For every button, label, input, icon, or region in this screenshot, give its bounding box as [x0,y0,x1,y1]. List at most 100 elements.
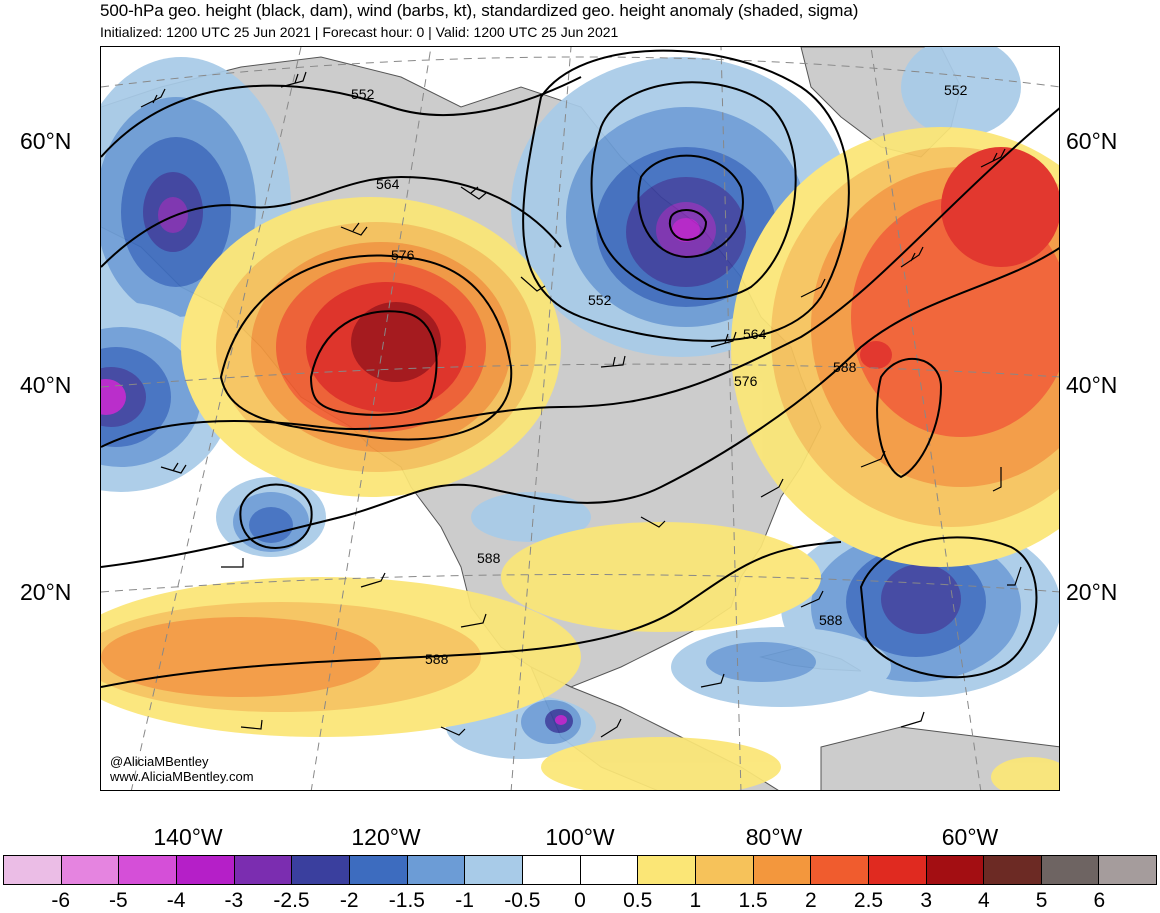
wind-barbs [140,71,1022,738]
contour-label-588-b: 588 [477,550,501,566]
wind-barb [140,88,166,108]
colorbar-label: -5 [109,889,128,912]
low-greenland-north [901,47,1021,137]
colorbar-label: -1.5 [388,889,425,912]
colorbar-box [580,856,639,884]
contour-528-hudson [668,209,708,241]
high-gulf-coast [501,522,821,632]
lat-label-left-40: 40°N [20,372,72,398]
colorbar-box [465,856,523,884]
colorbar-label: -3 [224,889,244,912]
graticule [101,47,1059,790]
lon-line-100 [510,47,572,790]
contour-564-pacific-ring [239,483,313,549]
wind-barb [160,462,187,474]
high-subtropical-pacific [101,577,581,737]
wind-barb [800,278,826,298]
low-caribbean [671,627,891,707]
colorbar-box [61,856,120,884]
wind-barb [460,186,487,200]
colorbar-label: 3 [920,889,933,912]
colorbar-box [811,856,869,884]
colorbar-box [638,856,696,884]
contour-label-576-b: 576 [734,373,758,389]
wind-barb [600,355,626,368]
colorbar-box [1041,856,1100,884]
lat-label-right-20: 20°N [1066,579,1118,605]
wind-barb [710,331,737,348]
contour-label-588-d: 588 [425,651,449,667]
lon-label-100w: 100°W [545,824,615,850]
colorbar [3,855,1157,885]
contour-540-hudson [637,154,744,259]
wind-barb [460,613,487,628]
lat-label-right-60: 60°N [1066,128,1118,154]
contour-588-atlantic-ring [859,536,1038,679]
wind-barb [1007,566,1022,586]
contour-576-east [101,107,1059,448]
wind-barb [520,276,546,292]
wind-barb [980,148,1006,168]
contour-552-hudson [590,81,797,300]
colorbar-box [292,856,350,884]
colorbar-label: 0 [574,889,586,912]
colorbar-label: -6 [51,889,71,912]
lon-line-140 [130,47,302,790]
colorbar-label: 0.5 [623,889,653,912]
wind-barb [760,478,784,498]
contour-label-576-a: 576 [391,247,415,263]
colorbar-box [349,856,408,884]
wind-barb [221,558,244,568]
contour-label-588-a: 588 [833,359,857,375]
lon-label-60w: 60°W [941,824,999,850]
wind-barb [640,516,666,528]
lon-label-120w: 120°W [351,824,421,850]
credit-website: www.AliciaMBentley.com [110,769,254,784]
wind-barb [280,71,307,88]
colorbar-label: -4 [166,889,186,912]
colorbar-box [926,856,985,884]
colorbar-label: -0.5 [504,889,541,912]
colorbar-label: 1 [689,889,702,912]
low-central-us [471,492,591,542]
lat-label-left-20: 20°N [20,579,72,605]
colorbar-box [984,856,1042,884]
colorbar-label: 4 [978,889,990,912]
wind-barb [992,467,1002,492]
map-panel: 552 552 552 564 564 576 576 588 588 588 … [100,46,1060,791]
colorbar-label: -2 [339,889,359,912]
wind-barb [800,590,824,608]
contour-label-564-a: 564 [376,176,400,192]
lat-line-40 [101,363,1059,388]
colorbar-box [753,856,812,884]
colorbar-box [522,856,581,884]
colorbar-labels: -6 -5 -4 -3 -2.5 -2 -1.5 -1 -0.5 0 0.5 1 1.5 2 2.5 3 4 5 6 [0,889,1160,912]
low-atlantic [781,517,1059,697]
height-contours [101,49,1059,688]
map-title: 500-hPa geo. height (black, dam), wind (… [100,1,859,20]
wind-barb [440,726,466,736]
wind-barb [700,673,725,688]
colorbar-label: -2.5 [273,889,310,912]
contour-564-hudson [522,49,850,342]
contour-label-552-b: 552 [588,292,612,308]
lat-line-20 [101,574,1059,593]
colorbar-box [234,856,293,884]
colorbar-label: 5 [1035,889,1048,912]
lon-line-80 [720,47,742,790]
contour-552-west [101,76,582,158]
contour-564-west [101,175,562,268]
low-baja-offshore [216,477,326,557]
high-east-pacific-tropical [541,737,1059,790]
colorbar-label: 2 [804,889,817,912]
lon-label-80w: 80°W [745,824,803,850]
colorbar-label: 6 [1093,889,1106,912]
colorbar-box [1099,856,1157,884]
colorbar-box [868,856,927,884]
contour-label-588-c: 588 [819,612,843,628]
wind-barb [900,246,924,268]
contour-label-564-b: 564 [743,326,767,342]
contour-labels: 552 552 552 564 564 576 576 588 588 588 … [351,82,968,667]
colorbar-label: -1 [455,889,474,912]
contour-592-atlantic [876,358,943,479]
